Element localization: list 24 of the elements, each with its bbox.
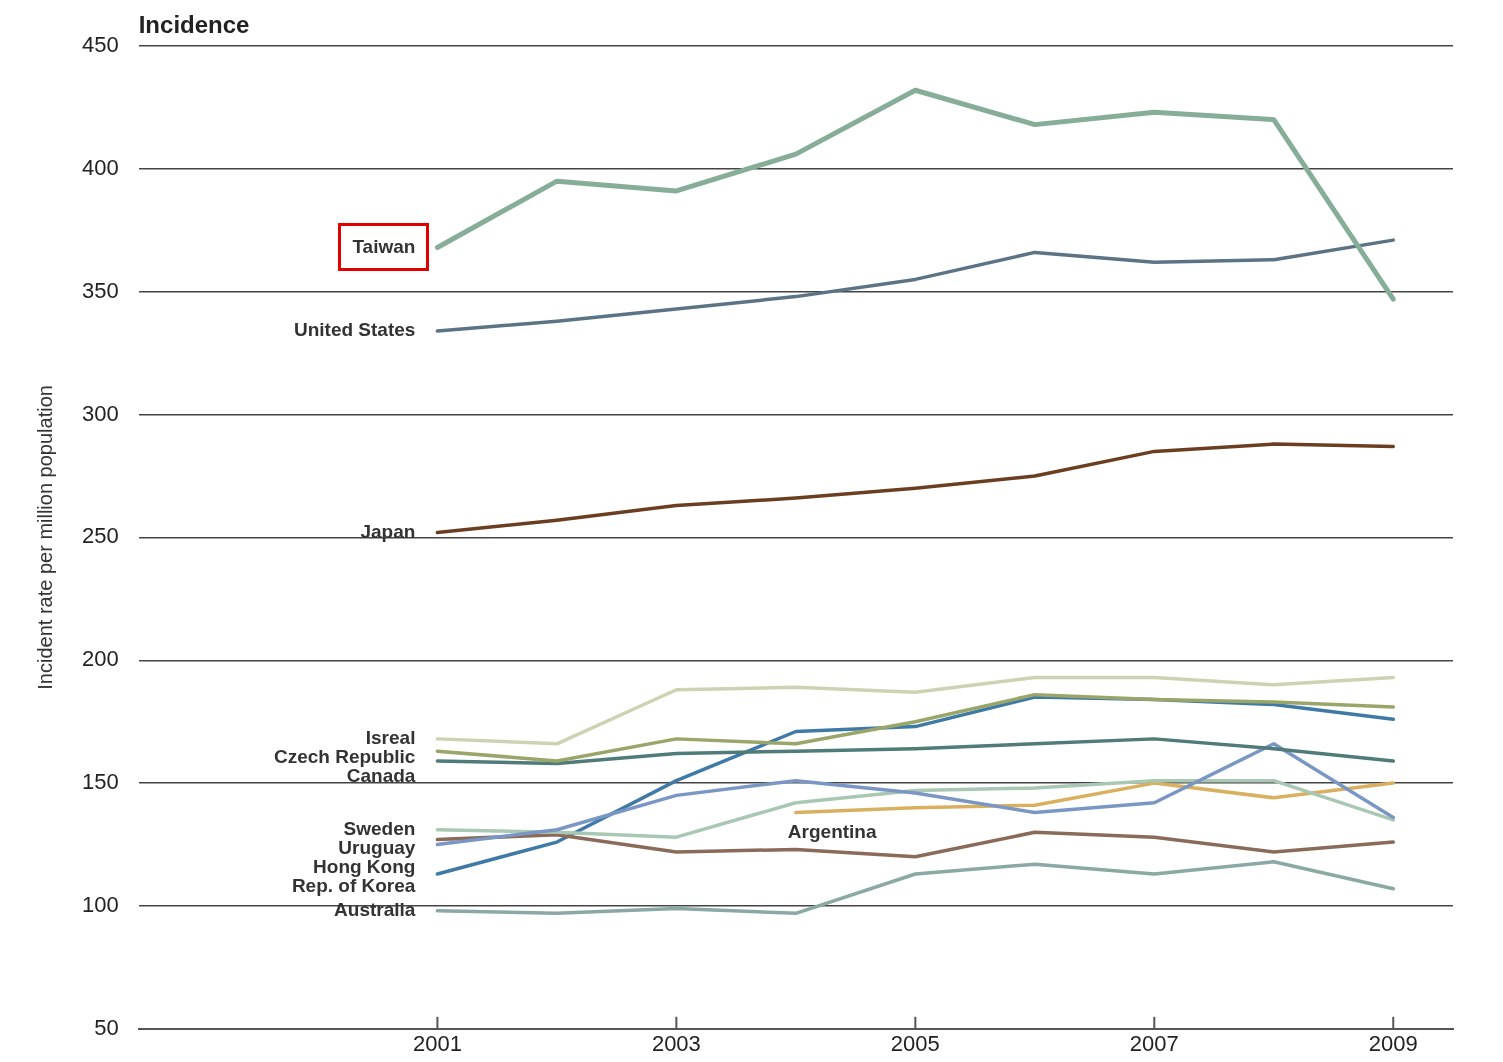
y-tick-label: 100 (81, 892, 119, 918)
y-tick-label: 450 (81, 32, 119, 58)
series-label: Sweden (343, 818, 416, 840)
x-tick-label: 2003 (651, 1031, 701, 1057)
x-tick-label: 2009 (1368, 1031, 1418, 1057)
y-tick-label: 400 (81, 154, 119, 180)
x-tick-label: 2007 (1129, 1031, 1179, 1057)
y-tick-label: 250 (81, 523, 119, 549)
chart-title: Incidence (138, 10, 250, 38)
series-label: Japan (360, 520, 416, 542)
y-tick-label: 50 (94, 1014, 119, 1040)
y-tick-label: 350 (81, 277, 119, 303)
y-tick-label: 200 (81, 646, 119, 672)
y-tick-label: 300 (81, 400, 119, 426)
x-tick-label: 2005 (890, 1031, 940, 1057)
series-label: Argentina (787, 820, 877, 842)
series-label: Uruguay (338, 837, 416, 859)
y-tick-label: 150 (81, 769, 119, 795)
x-tick-label: 2001 (412, 1031, 462, 1057)
y-axis-title: Incident rate per million population (33, 385, 56, 690)
series-label: Isreal (365, 727, 416, 749)
series-label: United States (293, 319, 416, 341)
series-label: Taiwan (352, 235, 416, 257)
series-label: Czech Republic (273, 746, 416, 768)
